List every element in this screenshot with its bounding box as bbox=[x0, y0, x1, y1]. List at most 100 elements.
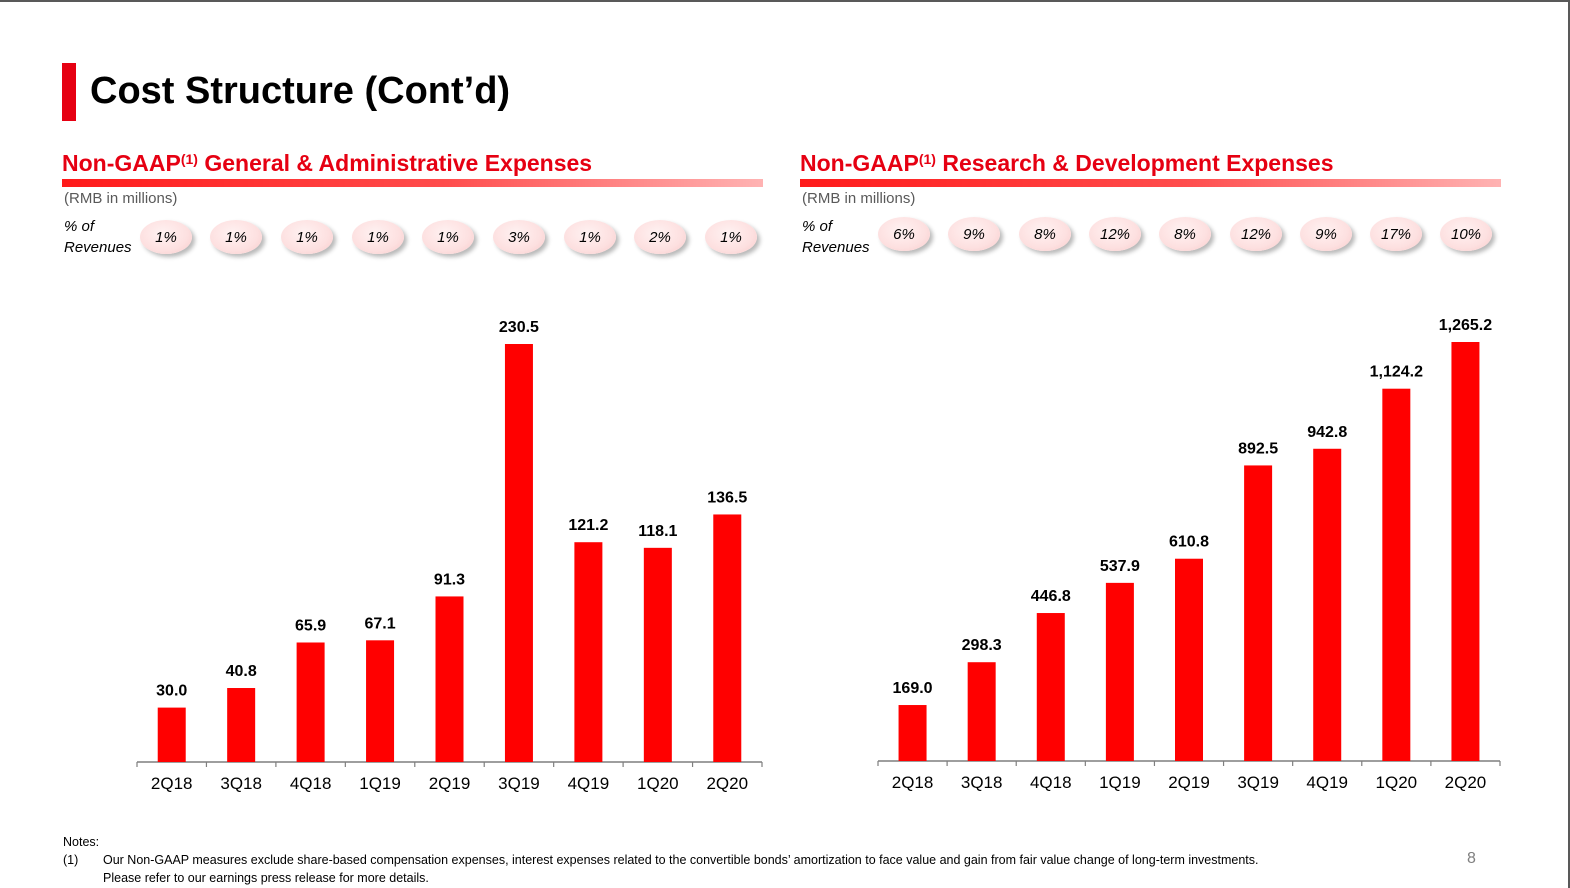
rd-bar-chart: 169.0 2Q18 298.3 3Q18 446.8 4Q18 537.9 1Q19 610.… bbox=[877, 317, 1501, 792]
ga-pct-revenues-label: % of Revenues bbox=[64, 216, 132, 258]
ga-category-label: 1Q20 bbox=[637, 774, 679, 793]
rd-data-label: 610.8 bbox=[1169, 534, 1209, 551]
rd-pct-pill: 12% bbox=[1089, 217, 1141, 251]
ga-title-suffix: General & Administrative Expenses bbox=[197, 150, 593, 176]
note-1-number: (1) bbox=[63, 853, 79, 867]
rd-title-footnote-ref: (1) bbox=[918, 151, 936, 167]
rd-panel-title: Non-GAAP(1) Research & Development Expen… bbox=[800, 150, 1334, 177]
ga-pct-pill: 1% bbox=[705, 220, 757, 254]
ga-bar bbox=[366, 640, 395, 762]
rd-category-label: 1Q19 bbox=[1099, 773, 1141, 792]
rd-pct-pill: 9% bbox=[1300, 217, 1352, 251]
rd-expenses-panel: Non-GAAP(1) Research & Development Expen… bbox=[800, 150, 1512, 810]
ga-category-label: 2Q20 bbox=[706, 774, 748, 793]
rd-category-label: 2Q18 bbox=[892, 773, 934, 792]
ga-pct-pill: 1% bbox=[210, 220, 262, 254]
rd-bar bbox=[1244, 465, 1273, 761]
ga-bar-chart: 30.0 2Q18 40.8 3Q18 65.9 4Q18 67.1 1Q19 91.3 2Q19… bbox=[136, 319, 763, 793]
rd-pct-pill: 10% bbox=[1440, 217, 1492, 251]
rd-bar bbox=[967, 662, 996, 761]
ga-pct-pill: 1% bbox=[352, 220, 404, 254]
ga-pct-pill: 2% bbox=[634, 220, 686, 254]
ga-bar bbox=[713, 514, 742, 762]
rd-pct-label-line2: Revenues bbox=[802, 239, 870, 256]
ga-data-label: 136.5 bbox=[707, 489, 747, 506]
ga-category-label: 2Q19 bbox=[429, 774, 471, 793]
ga-data-label: 121.2 bbox=[568, 517, 608, 534]
rd-bar bbox=[1175, 558, 1203, 761]
ga-bar bbox=[157, 707, 186, 762]
ga-bar bbox=[296, 642, 325, 762]
ga-title-prefix: Non-GAAP bbox=[62, 150, 181, 176]
footnotes: Notes: (1) Our Non-GAAP measures exclude… bbox=[63, 833, 1259, 887]
ga-units-label: (RMB in millions) bbox=[64, 190, 178, 207]
ga-pct-pill: 1% bbox=[422, 220, 474, 254]
ga-data-label: 30.0 bbox=[156, 683, 187, 700]
ga-pct-label-line1: % of bbox=[64, 218, 95, 235]
page-number: 8 bbox=[1467, 850, 1476, 867]
slide-right-border bbox=[1568, 0, 1570, 888]
rd-bar bbox=[898, 705, 927, 761]
rd-category-label: 1Q20 bbox=[1376, 773, 1418, 792]
note-1-text: Our Non-GAAP measures exclude share-base… bbox=[103, 851, 1259, 887]
ga-bar bbox=[435, 596, 464, 762]
slide-title: Cost Structure (Cont’d) bbox=[90, 70, 511, 112]
rd-bar bbox=[1382, 388, 1411, 761]
rd-data-label: 1,265.2 bbox=[1439, 317, 1492, 334]
ga-pct-pill: 3% bbox=[493, 220, 545, 254]
ga-data-label: 118.1 bbox=[638, 523, 677, 540]
rd-data-label: 942.8 bbox=[1307, 424, 1347, 441]
rd-category-label: 2Q19 bbox=[1168, 773, 1210, 792]
ga-category-label: 1Q19 bbox=[359, 774, 401, 793]
rd-data-label: 298.3 bbox=[962, 637, 1002, 654]
rd-bar bbox=[1036, 613, 1065, 761]
rd-title-prefix: Non-GAAP bbox=[800, 150, 919, 176]
ga-category-label: 4Q18 bbox=[290, 774, 332, 793]
ga-pct-label-line2: Revenues bbox=[64, 239, 132, 256]
note-1-line2: Please refer to our earnings press relea… bbox=[103, 871, 429, 885]
ga-expenses-panel: Non-GAAP(1) General & Administrative Exp… bbox=[62, 150, 774, 810]
rd-bar bbox=[1313, 448, 1342, 761]
rd-category-label: 3Q18 bbox=[961, 773, 1003, 792]
rd-category-label: 4Q19 bbox=[1306, 773, 1348, 792]
ga-pct-pill: 1% bbox=[564, 220, 616, 254]
rd-pct-pill: 9% bbox=[948, 217, 1000, 251]
ga-bar bbox=[643, 547, 672, 762]
ga-title-footnote-ref: (1) bbox=[180, 151, 198, 167]
rd-data-label: 169.0 bbox=[893, 680, 933, 697]
rd-pct-revenues-label: % of Revenues bbox=[802, 216, 870, 258]
ga-title-underline bbox=[62, 179, 763, 187]
ga-pct-pill: 1% bbox=[281, 220, 333, 254]
rd-data-label: 446.8 bbox=[1031, 588, 1071, 605]
ga-data-label: 91.3 bbox=[434, 571, 465, 588]
ga-bar bbox=[504, 344, 533, 762]
rd-title-suffix: Research & Development Expenses bbox=[935, 150, 1334, 176]
notes-heading: Notes: bbox=[63, 835, 100, 849]
ga-category-label: 2Q18 bbox=[151, 774, 193, 793]
ga-pct-pill: 1% bbox=[140, 220, 192, 254]
rd-pct-pill: 8% bbox=[1019, 217, 1071, 251]
rd-category-label: 4Q18 bbox=[1030, 773, 1072, 792]
rd-pct-pill: 8% bbox=[1159, 217, 1211, 251]
ga-category-label: 4Q19 bbox=[568, 774, 610, 793]
ga-data-label: 230.5 bbox=[499, 319, 539, 336]
ga-category-label: 3Q18 bbox=[220, 774, 262, 793]
ga-panel-title: Non-GAAP(1) General & Administrative Exp… bbox=[62, 150, 592, 177]
rd-title-underline bbox=[800, 179, 1501, 187]
rd-data-label: 1,124.2 bbox=[1370, 364, 1423, 381]
rd-pct-pill: 17% bbox=[1370, 217, 1422, 251]
rd-pct-pill: 6% bbox=[878, 217, 930, 251]
rd-category-label: 2Q20 bbox=[1445, 773, 1487, 792]
rd-units-label: (RMB in millions) bbox=[802, 190, 916, 207]
rd-category-label: 3Q19 bbox=[1237, 773, 1279, 792]
ga-bar bbox=[227, 688, 256, 762]
ga-bar bbox=[574, 542, 603, 762]
rd-pct-pill: 12% bbox=[1230, 217, 1282, 251]
ga-data-label: 40.8 bbox=[226, 663, 257, 680]
rd-pct-label-line1: % of bbox=[802, 218, 833, 235]
rd-data-label: 537.9 bbox=[1100, 558, 1140, 575]
note-1-line1: Our Non-GAAP measures exclude share-base… bbox=[103, 853, 1259, 867]
ga-category-label: 3Q19 bbox=[498, 774, 540, 793]
title-accent-bar bbox=[62, 63, 76, 121]
rd-bar bbox=[1105, 582, 1134, 761]
